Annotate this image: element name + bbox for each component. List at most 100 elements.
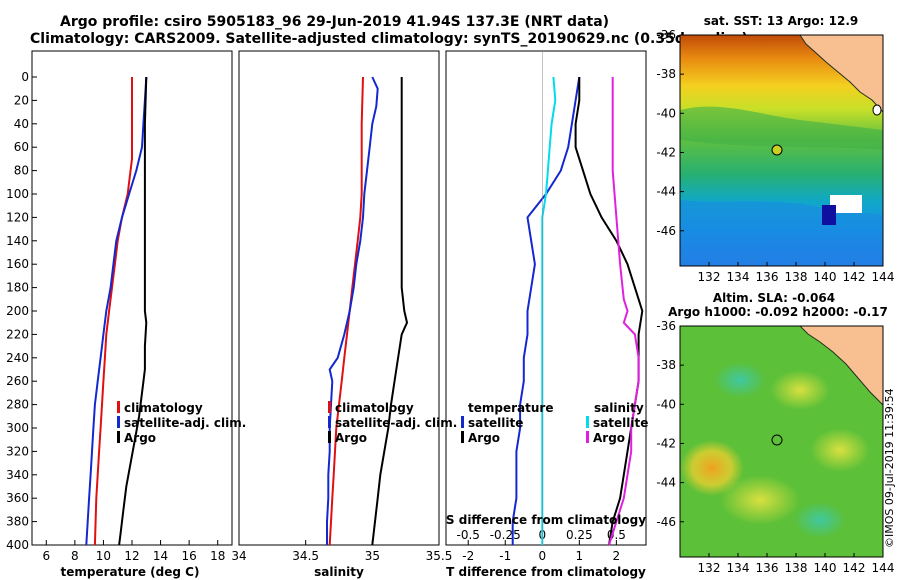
lon-tick-label: 132 bbox=[698, 561, 721, 575]
y-tick-label: 0 bbox=[21, 70, 29, 84]
y-tick-label: 400 bbox=[6, 538, 29, 552]
x-tick-label: 12 bbox=[124, 549, 139, 563]
lon-tick-label: 144 bbox=[872, 270, 895, 284]
legend-title-salinity: salinity bbox=[594, 401, 644, 415]
salinity-panel: 34 34.5 35 35.5 climatology satellite-adj. … bbox=[231, 50, 457, 579]
sla-lon-axis: 132 134 136 138 140 142 144 bbox=[698, 553, 895, 575]
lon-tick-label: 142 bbox=[843, 561, 866, 575]
legend-label-temp-argo: Argo bbox=[468, 431, 500, 445]
sst-lon-axis: 132 134 136 138 140 142 144 bbox=[698, 262, 895, 284]
x-tick-label: 18 bbox=[210, 549, 225, 563]
sla-argo-marker bbox=[771, 434, 783, 446]
lon-tick-label: 134 bbox=[727, 561, 750, 575]
sla-map-subtitle: Argo h1000: -0.092 h2000: -0.17 bbox=[668, 305, 888, 319]
lon-tick-label: 142 bbox=[843, 270, 866, 284]
lon-tick-label: 144 bbox=[872, 561, 895, 575]
salinity-x-axis: 34 34.5 35 35.5 bbox=[231, 540, 452, 563]
sst-map-panel: sat. SST: 13 Argo: 12.9 -36-38-40-42-44-… bbox=[656, 14, 894, 284]
lat-tick-label: -42 bbox=[656, 436, 676, 450]
y-tick-label: 60 bbox=[14, 140, 29, 154]
sst-map-image bbox=[680, 35, 883, 266]
series-line-satellite-adj-clim- bbox=[326, 76, 379, 545]
land-australia bbox=[799, 35, 883, 113]
legend-label-satellite-adj: satellite-adj. clim. bbox=[124, 416, 246, 430]
salinity-legend: climatology satellite-adj. clim. Argo bbox=[328, 401, 457, 445]
legend-title-temperature: temperature bbox=[468, 401, 553, 415]
y-tick-label: 80 bbox=[14, 164, 29, 178]
legend-swatch-sal-satellite bbox=[586, 416, 589, 428]
legend-label-argo: Argo bbox=[124, 431, 156, 445]
lon-tick-label: 136 bbox=[756, 561, 779, 575]
x-tick-label-s: -0.25 bbox=[490, 528, 521, 542]
t-difference-xlabel: T difference from climatology bbox=[446, 565, 646, 579]
legend-swatch-temp-satellite bbox=[461, 416, 464, 428]
lon-tick-label: 140 bbox=[814, 270, 837, 284]
sla-map-panel: Altim. SLA: -0.064 Argo h1000: -0.092 h2… bbox=[656, 291, 894, 575]
x-tick-label: -2 bbox=[462, 549, 474, 563]
series-line-argo bbox=[118, 76, 148, 546]
legend-swatch-temp-argo bbox=[461, 431, 464, 443]
series-line-climatology bbox=[93, 77, 133, 546]
lat-tick-label: -46 bbox=[656, 515, 676, 529]
salinity-xlabel: salinity bbox=[314, 565, 364, 579]
series-line-temperature-argo bbox=[574, 77, 644, 546]
x-tick-label: 1 bbox=[576, 549, 584, 563]
series-line-satellite-adj-clim- bbox=[85, 76, 148, 546]
x-tick-label: 6 bbox=[42, 549, 50, 563]
y-tick-label: 360 bbox=[6, 491, 29, 505]
imos-watermark: ©IMOS 09-Jul-2019 11:39:54 bbox=[883, 388, 896, 548]
x-tick-label: 10 bbox=[96, 549, 111, 563]
sst-lat-axis: -36 -38 -40 -42 -44 -46 bbox=[656, 28, 684, 238]
lat-tick-label: -40 bbox=[656, 106, 676, 120]
legend-label-sal-argo: Argo bbox=[593, 431, 625, 445]
y-tick-label: 20 bbox=[14, 93, 29, 107]
lat-tick-label: -40 bbox=[656, 397, 676, 411]
y-tick-label: 380 bbox=[6, 515, 29, 529]
sla-lat-axis: -36 -38 -40 -42 -44 -46 bbox=[656, 319, 684, 529]
lon-tick-label: 138 bbox=[785, 561, 808, 575]
x-tick-label: 35 bbox=[365, 549, 380, 563]
sla-map-frame bbox=[679, 325, 884, 558]
legend-label-climatology: climatology bbox=[335, 401, 414, 415]
sla-map-title: Altim. SLA: -0.064 bbox=[713, 291, 835, 305]
legend-label-temp-satellite: satellite bbox=[468, 416, 523, 430]
y-tick-label: 300 bbox=[6, 421, 29, 435]
x-tick-label-s: 0.25 bbox=[566, 528, 593, 542]
lat-tick-label: -38 bbox=[656, 67, 676, 81]
sst-argo-marker bbox=[771, 144, 783, 156]
y-tick-label: 220 bbox=[6, 327, 29, 341]
s-difference-x-axis: -0.5 -0.25 0 0.25 0.5 bbox=[457, 528, 626, 542]
sst-map-frame bbox=[679, 34, 884, 267]
temperature-series bbox=[85, 76, 148, 546]
header-line-1: Argo profile: csiro 5905183_96 29-Jun-20… bbox=[60, 14, 609, 30]
lat-tick-label: -46 bbox=[656, 224, 676, 238]
legend-swatch-argo bbox=[117, 431, 120, 443]
series-line-argo bbox=[371, 77, 409, 546]
cloud-mask bbox=[830, 195, 862, 213]
difference-plot-area bbox=[445, 50, 647, 546]
series-line-climatology bbox=[328, 76, 364, 546]
difference-legend: temperature satellite Argo salinity sate… bbox=[461, 401, 648, 445]
x-tick-label: 35.5 bbox=[426, 549, 453, 563]
x-tick-label: 34 bbox=[231, 549, 246, 563]
sst-map-title: sat. SST: 13 Argo: 12.9 bbox=[704, 14, 858, 28]
series-line-salinity-satellite bbox=[541, 76, 557, 545]
y-tick-label: 40 bbox=[14, 117, 29, 131]
x-tick-label: 14 bbox=[153, 549, 168, 563]
temperature-xlabel: temperature (deg C) bbox=[61, 565, 200, 579]
lat-tick-label: -38 bbox=[656, 358, 676, 372]
lat-tick-label: -36 bbox=[656, 28, 676, 42]
s-difference-xlabel: S difference from climatology bbox=[446, 513, 646, 527]
y-tick-label: 140 bbox=[6, 234, 29, 248]
y-tick-label: 180 bbox=[6, 281, 29, 295]
lon-tick-label: 134 bbox=[727, 270, 750, 284]
y-tick-label: 280 bbox=[6, 398, 29, 412]
x-tick-label: -1 bbox=[499, 549, 511, 563]
x-tick-label-s: -0.5 bbox=[457, 528, 480, 542]
header-line-2: Climatology: CARS2009. Satellite-adjuste… bbox=[30, 31, 748, 47]
y-tick-label: 160 bbox=[6, 257, 29, 271]
legend-label-sal-satellite: satellite bbox=[593, 416, 648, 430]
x-tick-label: 0 bbox=[538, 549, 546, 563]
